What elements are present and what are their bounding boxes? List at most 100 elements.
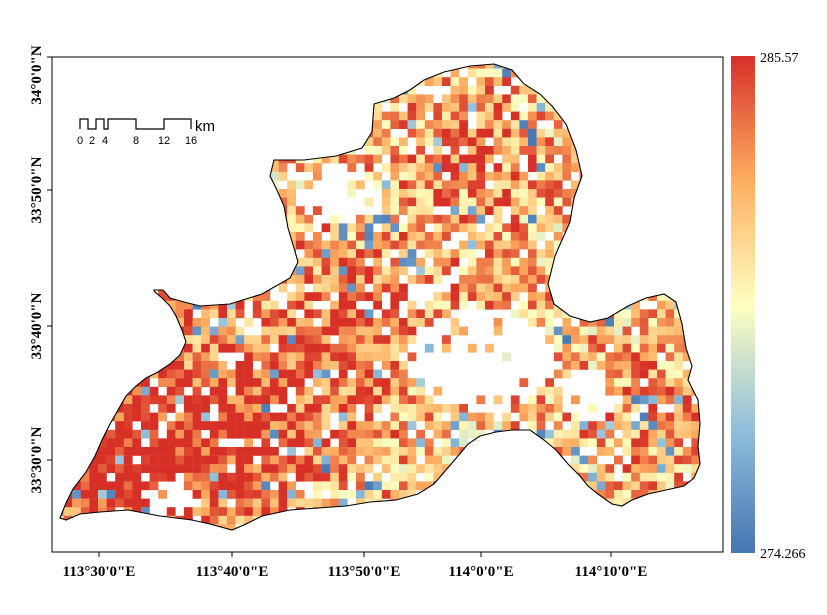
- raster-cell: [648, 103, 658, 112]
- raster-cell: [295, 318, 305, 327]
- raster-cell: [132, 64, 142, 69]
- raster-cell: [639, 223, 649, 233]
- raster-cell: [648, 472, 658, 482]
- raster-cell: [691, 189, 700, 198]
- raster-cell: [390, 240, 400, 250]
- raster-cell: [657, 292, 666, 301]
- raster-cell: [390, 309, 400, 319]
- raster-cell: [648, 464, 658, 473]
- raster-cell: [381, 111, 391, 121]
- raster-cell: [485, 266, 494, 276]
- raster-cell: [321, 524, 331, 530]
- raster-cell: [579, 455, 589, 465]
- raster-cell: [648, 64, 658, 69]
- raster-cell: [123, 223, 133, 233]
- raster-cell: [106, 369, 116, 379]
- raster-cell: [175, 318, 185, 327]
- raster-cell: [614, 103, 623, 112]
- raster-cell: [149, 464, 159, 473]
- raster-cell: [373, 68, 382, 78]
- raster-cell: [682, 240, 692, 250]
- y-tick-label: 33°30'0"N: [29, 426, 45, 493]
- raster-cell: [330, 386, 339, 396]
- raster-cell: [467, 214, 477, 224]
- raster-cell: [347, 343, 357, 353]
- raster-cell: [433, 515, 443, 525]
- raster-cell: [648, 128, 658, 138]
- raster-cell: [201, 412, 210, 422]
- raster-cell: [459, 77, 468, 86]
- raster-cell: [338, 266, 348, 276]
- map-frame: [51, 56, 724, 553]
- raster-cell: [209, 146, 219, 155]
- raster-cell: [227, 292, 236, 301]
- raster-cell: [682, 77, 692, 86]
- raster-cell: [158, 77, 167, 86]
- raster-cell: [665, 163, 675, 172]
- raster-cell: [493, 275, 503, 284]
- raster-cell: [691, 283, 700, 293]
- raster-cell: [227, 524, 236, 530]
- raster-cell: [433, 128, 443, 138]
- raster-cell: [295, 464, 305, 473]
- raster-cell: [433, 197, 443, 207]
- raster-cell: [691, 507, 700, 516]
- raster-cell: [166, 361, 176, 370]
- raster-cell: [390, 223, 400, 233]
- raster-cell: [674, 275, 683, 284]
- raster-cell: [622, 197, 632, 207]
- raster-cell: [123, 404, 133, 413]
- raster-cell: [562, 343, 572, 353]
- raster-cell: [674, 343, 683, 353]
- raster-cell: [588, 180, 597, 190]
- raster-cell: [588, 68, 597, 78]
- raster-cell: [700, 473, 709, 482]
- raster-cell: [235, 326, 245, 336]
- raster-cell: [407, 395, 417, 405]
- raster-cell: [235, 77, 245, 86]
- raster-cell: [459, 464, 468, 473]
- raster-cell: [321, 361, 331, 370]
- raster-cell: [106, 64, 116, 69]
- raster-cell: [115, 515, 124, 525]
- raster-cell: [132, 386, 142, 396]
- raster-cell: [519, 266, 529, 276]
- raster-cell: [536, 257, 546, 267]
- raster-cell: [201, 214, 210, 224]
- raster-cell: [648, 68, 658, 78]
- raster-cell: [399, 137, 408, 147]
- raster-cell: [596, 507, 606, 516]
- raster-cell: [631, 309, 640, 319]
- raster-cell: [485, 154, 494, 164]
- raster-cell: [588, 275, 597, 284]
- raster-cell: [700, 361, 709, 370]
- raster-cell: [596, 429, 606, 439]
- raster-cell: [562, 257, 572, 267]
- raster-cell: [553, 206, 563, 215]
- raster-cell: [218, 464, 228, 473]
- raster-cell: [166, 197, 176, 207]
- raster-cell: [493, 120, 503, 129]
- raster-cell: [588, 128, 597, 138]
- raster-cell: [596, 154, 606, 164]
- raster-cell: [553, 386, 563, 396]
- raster-cell: [338, 369, 348, 379]
- raster-cell: [347, 490, 357, 499]
- raster-cell: [304, 421, 314, 430]
- raster-cell: [467, 68, 477, 78]
- raster-cell: [459, 103, 468, 112]
- raster-cell: [450, 318, 460, 327]
- raster-cell: [149, 481, 159, 491]
- raster-cell: [416, 533, 425, 542]
- raster-cell: [416, 275, 425, 284]
- raster-cell: [536, 507, 546, 516]
- raster-cell: [364, 455, 374, 465]
- raster-cell: [175, 412, 185, 422]
- raster-cell: [115, 309, 124, 319]
- raster-cell: [657, 455, 666, 465]
- raster-cell: [639, 146, 649, 155]
- raster-cell: [106, 438, 116, 448]
- raster-cell: [579, 352, 589, 362]
- raster-cell: [347, 283, 357, 293]
- raster-cell: [98, 361, 107, 370]
